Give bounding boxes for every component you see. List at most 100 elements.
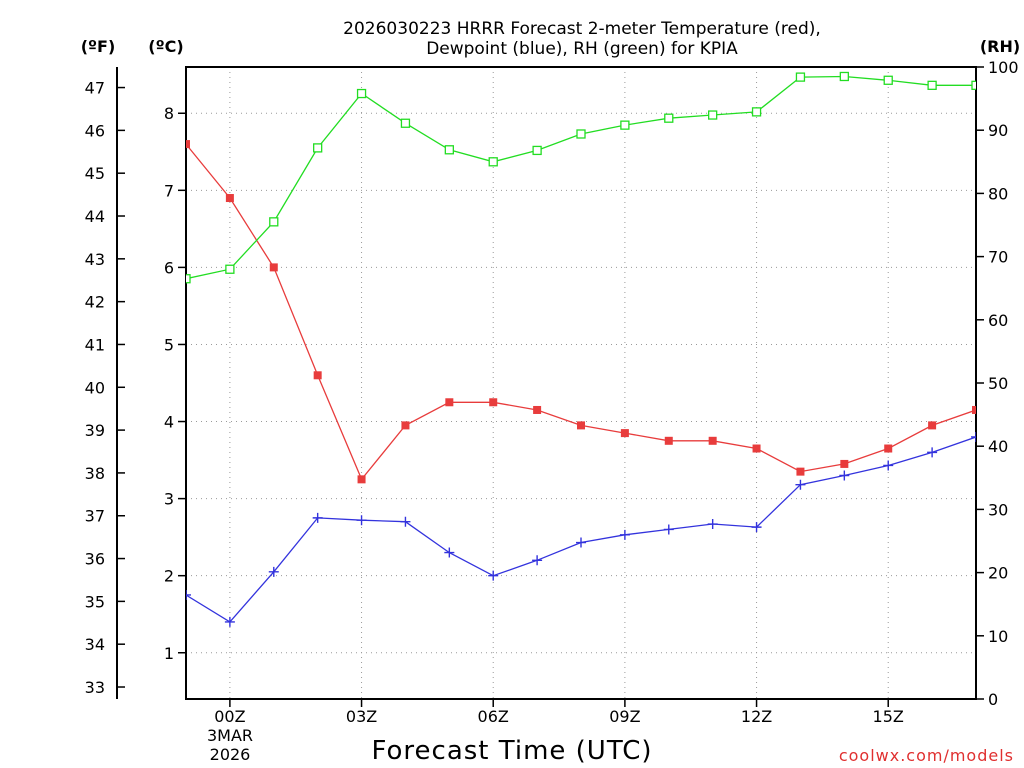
plot-frame <box>185 66 977 700</box>
credit-text: coolwx.com/models <box>839 746 1014 765</box>
dewpoint-point <box>400 516 411 527</box>
dewpoint-point <box>444 547 455 558</box>
x-tick-label: 06Z <box>478 707 509 726</box>
c-tick-label: 3 <box>164 490 174 509</box>
rh-tick-label: 0 <box>988 690 998 709</box>
chart-title: 2026030223 HRRR Forecast 2-meter Tempera… <box>343 19 821 39</box>
f-tick-label: 46 <box>85 121 105 140</box>
rh-tick-label: 10 <box>988 627 1008 646</box>
temperature-point <box>401 421 410 430</box>
axes: 00Z 03Z 06Z 09Z 12Z 15Z1234567833343536373839… <box>85 58 1019 726</box>
f-tick-label: 37 <box>85 507 105 526</box>
fahrenheit-axis-unit: (ºF) <box>81 37 116 56</box>
temperature-point <box>664 436 673 445</box>
temperature-point <box>752 444 761 453</box>
x-tick-label: 00Z <box>214 707 245 726</box>
f-tick-label: 33 <box>85 678 105 697</box>
dewpoint-point <box>795 479 806 490</box>
f-tick-label: 34 <box>85 635 105 654</box>
rh-point <box>356 88 367 99</box>
dewpoint-point <box>268 566 279 577</box>
date-label-year: 2026 <box>210 745 251 764</box>
rh-point <box>532 145 542 156</box>
temperature-point <box>884 444 893 453</box>
f-tick-label: 41 <box>85 335 105 354</box>
temperature-point <box>357 475 366 484</box>
f-tick-label: 36 <box>85 550 105 569</box>
f-tick-label: 35 <box>85 592 105 611</box>
temperature-point <box>489 398 498 407</box>
rh-point <box>708 110 718 120</box>
temperature-point <box>620 429 629 438</box>
rh-point <box>927 80 937 90</box>
dewpoint-point <box>488 570 499 581</box>
rh-point <box>576 129 586 139</box>
f-tick-label: 47 <box>85 79 105 98</box>
c-tick-label: 7 <box>164 181 174 200</box>
x-tick-label: 03Z <box>346 707 377 726</box>
rh-series-line <box>186 75 976 280</box>
rh-point <box>751 107 762 117</box>
chart-subtitle: Dewpoint (blue), RH (green) for KPIA <box>426 39 738 59</box>
rh-tick-label: 40 <box>988 437 1008 456</box>
x-tick-label: 09Z <box>609 707 640 726</box>
c-tick-label: 1 <box>164 644 174 663</box>
temperature-point <box>225 194 234 203</box>
rh-point <box>664 113 674 123</box>
date-label-day: 3MAR <box>207 726 253 745</box>
temperature-point <box>972 405 976 414</box>
c-tick-label: 5 <box>164 335 174 354</box>
temperature-point <box>445 398 454 407</box>
f-tick-label: 39 <box>85 421 105 440</box>
rh-point <box>883 75 893 85</box>
series <box>186 71 976 627</box>
dewpoint-point <box>971 431 976 442</box>
temperature-point <box>928 421 937 430</box>
rh-point <box>444 145 454 155</box>
dewpoint-point <box>576 537 586 548</box>
rh-tick-label: 20 <box>988 564 1008 583</box>
c-tick-label: 4 <box>164 413 174 432</box>
rh-point <box>839 71 849 82</box>
dewpoint-point <box>356 515 367 526</box>
rh-point <box>186 274 191 284</box>
rh-point <box>620 120 630 130</box>
temperature-point <box>840 459 849 468</box>
rh-tick-label: 100 <box>988 58 1019 77</box>
rh-point <box>971 80 976 90</box>
f-tick-label: 45 <box>85 164 105 183</box>
f-tick-label: 44 <box>85 207 105 226</box>
dewpoint-point <box>186 589 191 600</box>
dewpoint-point <box>532 555 543 566</box>
temperature-point <box>708 436 717 445</box>
temperature-point <box>313 371 322 380</box>
dewpoint-point <box>707 519 718 530</box>
rh-tick-label: 50 <box>988 374 1008 393</box>
dewpoint-point <box>619 529 630 540</box>
rh-point <box>269 217 279 227</box>
dewpoint-point <box>839 470 850 481</box>
f-tick-label: 43 <box>85 250 105 269</box>
temperature-point <box>269 263 278 272</box>
rh-point <box>795 72 806 82</box>
rh-point <box>225 264 235 274</box>
temperature-point <box>577 421 585 430</box>
dewpoint-point <box>883 460 894 471</box>
f-tick-label: 42 <box>85 293 105 312</box>
temperature-point <box>533 405 542 414</box>
rh-tick-label: 90 <box>988 121 1008 140</box>
rh-tick-label: 80 <box>988 184 1008 203</box>
dewpoint-point <box>312 512 323 523</box>
c-tick-label: 2 <box>164 567 174 586</box>
c-tick-label: 6 <box>164 258 174 277</box>
f-tick-label: 40 <box>85 378 105 397</box>
c-tick-label: 8 <box>164 104 174 123</box>
rh-tick-label: 30 <box>988 500 1008 519</box>
dewpoint-point <box>224 616 235 627</box>
f-tick-label: 38 <box>85 464 105 483</box>
rh-axis-unit: (RH) <box>980 37 1020 56</box>
x-tick-label: 12Z <box>741 707 772 726</box>
temperature-point <box>186 140 190 149</box>
celsius-axis-unit: (ºC) <box>148 37 183 56</box>
